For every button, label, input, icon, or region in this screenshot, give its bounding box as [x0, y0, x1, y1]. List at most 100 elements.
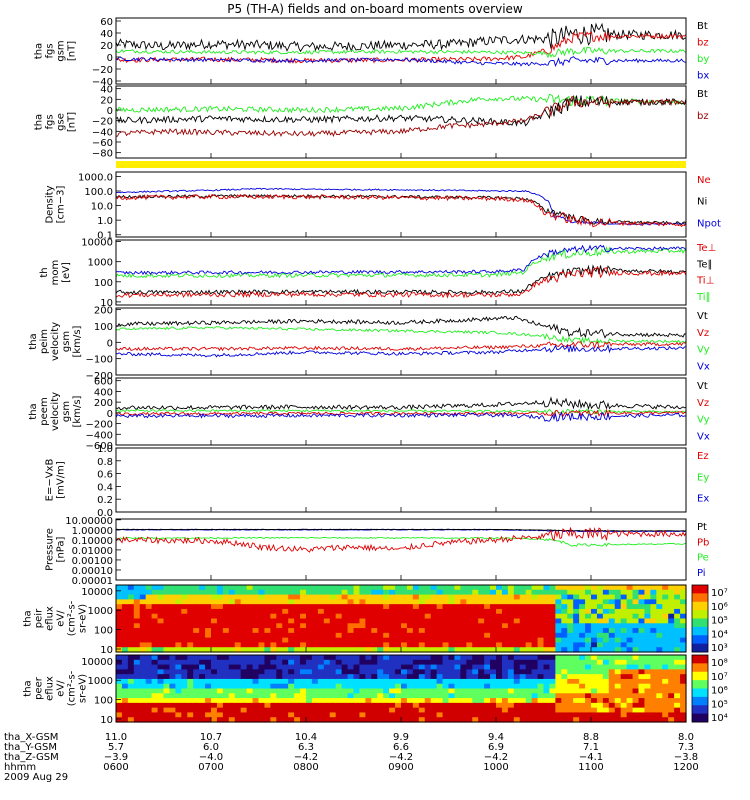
spectrogram-cell	[329, 613, 337, 620]
spectrogram-cell	[157, 664, 165, 670]
spectrogram-cell	[567, 632, 574, 639]
spectrogram-cell	[306, 698, 313, 704]
spectrogram-cell	[317, 683, 325, 690]
spectrogram-cell	[199, 688, 206, 694]
spectrogram-cell	[412, 628, 420, 634]
spectrogram-cell	[187, 632, 194, 639]
spectrogram-cell	[240, 618, 248, 624]
spectrogram-cell	[199, 608, 206, 615]
spectrogram-cell	[674, 693, 681, 699]
spectrogram-cell	[507, 613, 515, 620]
y-tick-label: −400	[86, 430, 113, 441]
spectrogram-cell	[478, 664, 485, 670]
spectrogram-cell	[252, 659, 260, 666]
y-axis-label: tha	[34, 114, 45, 130]
spectrogram-cell	[317, 589, 325, 596]
spectrogram-cell	[490, 693, 497, 699]
spectrogram-cell	[139, 664, 147, 670]
spectrogram-cell	[270, 707, 277, 714]
spectrogram-cell	[549, 674, 556, 680]
spectrogram-cell	[644, 702, 651, 709]
spectrogram-cell	[175, 585, 182, 591]
colorbar-segment	[692, 705, 708, 715]
spectrogram-cell	[561, 678, 568, 685]
spectrogram-cell	[507, 628, 515, 634]
spectrogram-cell	[430, 655, 438, 661]
spectrogram-cell	[323, 674, 331, 680]
spectrogram-cell	[252, 628, 260, 634]
spectrogram-cell	[484, 632, 491, 639]
legend-item: Pb	[697, 537, 709, 548]
spectrogram-cell	[127, 637, 135, 644]
spectrogram-cell	[228, 702, 236, 709]
spectrogram-cell	[644, 637, 651, 644]
spectrogram-cell	[656, 647, 663, 653]
spectrogram-cell	[472, 594, 479, 600]
series-ti-line	[115, 244, 687, 276]
spectrogram-cell	[389, 628, 396, 634]
spectrogram-cell	[436, 664, 444, 670]
spectrogram-cell	[567, 659, 574, 666]
spectrogram-cell	[222, 683, 230, 690]
spectrogram-cell	[620, 613, 628, 620]
spectrogram-cell	[614, 585, 622, 591]
spectrogram-cell	[501, 693, 509, 699]
spectrogram-cell	[608, 613, 616, 620]
spectrogram-cell	[169, 608, 176, 615]
spectrogram-cell	[151, 707, 159, 714]
spectrogram-cell	[181, 707, 188, 714]
spectrogram-cell	[418, 642, 426, 648]
spectrogram-cell	[519, 585, 527, 591]
spectrogram-cell	[424, 628, 432, 634]
spectrogram-cell	[513, 637, 521, 644]
spectrogram-cell	[501, 647, 509, 653]
spectrogram-cell	[163, 604, 171, 610]
spectrogram-cell	[519, 683, 527, 690]
legend-item: Vy	[697, 415, 710, 426]
spectrogram-cell	[585, 585, 592, 591]
spectrogram-cell	[638, 632, 646, 639]
spectrogram-cell	[602, 589, 610, 596]
spectrogram-cell	[573, 618, 580, 624]
spectrogram-cell	[311, 589, 319, 596]
spectrogram-cell	[222, 594, 230, 600]
spectrogram-cell	[389, 688, 396, 694]
spectrogram-cell	[258, 599, 266, 605]
y-tick-label: 1000	[88, 258, 113, 269]
spectrogram-cell	[383, 599, 390, 605]
spectrogram-cell	[341, 659, 349, 666]
legend-item: bx	[697, 71, 709, 82]
spectrogram-cell	[252, 647, 260, 653]
y-tick-label: 0	[107, 106, 113, 117]
spectrogram-cell	[187, 618, 194, 624]
spectrogram-cell	[205, 594, 212, 600]
spectrogram-cell	[323, 655, 331, 661]
spectrogram-cell	[531, 702, 539, 709]
spectrogram-cell	[371, 632, 378, 639]
spectrogram-cell	[151, 688, 159, 694]
spectrogram-cell	[519, 698, 527, 704]
spectrogram-cell	[323, 683, 331, 690]
spectrogram-cell	[264, 599, 271, 605]
spectrogram-cell	[323, 589, 331, 596]
spectrogram-cell	[329, 698, 337, 704]
spectrogram-cell	[632, 664, 640, 670]
spectrogram-cell	[496, 712, 503, 718]
spectrogram-cell	[549, 604, 556, 610]
spectrogram-cell	[478, 599, 485, 605]
spectrogram-cell	[496, 659, 503, 666]
spectrogram-cell	[525, 589, 533, 596]
colorbar-tick-label: 10³	[711, 643, 728, 654]
spectrogram-cell	[216, 585, 224, 591]
date-label: 2009 Aug 29	[4, 772, 68, 783]
spectrogram-cell	[175, 664, 182, 670]
spectrogram-cell	[270, 613, 277, 620]
spectrogram-cell	[163, 608, 171, 615]
spectrogram-cell	[276, 674, 283, 680]
spectrogram-cell	[519, 693, 527, 699]
spectrogram-cell	[543, 599, 551, 605]
y-tick-label: 20	[100, 41, 113, 52]
spectrogram-cell	[424, 585, 432, 591]
spectrogram-cell	[543, 589, 551, 596]
spectrogram-cell	[591, 608, 598, 615]
